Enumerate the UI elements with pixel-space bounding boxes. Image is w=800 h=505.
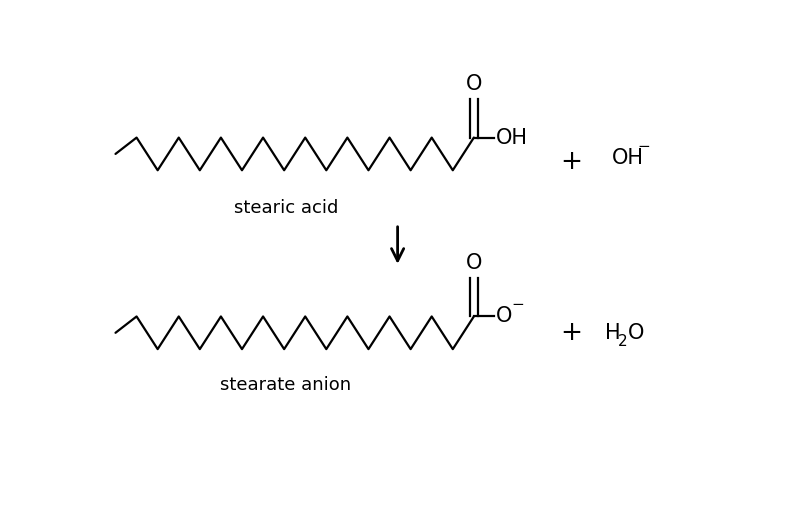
Text: stearic acid: stearic acid xyxy=(234,199,338,217)
Text: −: − xyxy=(638,139,650,155)
Text: O: O xyxy=(628,323,644,343)
Text: O: O xyxy=(495,307,512,326)
Text: +: + xyxy=(560,320,582,346)
Text: +: + xyxy=(560,148,582,175)
Text: 2: 2 xyxy=(618,334,627,349)
Text: O: O xyxy=(466,74,482,94)
Text: −: − xyxy=(512,296,525,312)
Text: H: H xyxy=(606,323,621,343)
Text: OH: OH xyxy=(495,128,527,147)
Text: O: O xyxy=(466,253,482,273)
Text: stearate anion: stearate anion xyxy=(221,376,351,394)
Text: OH: OH xyxy=(611,148,643,168)
